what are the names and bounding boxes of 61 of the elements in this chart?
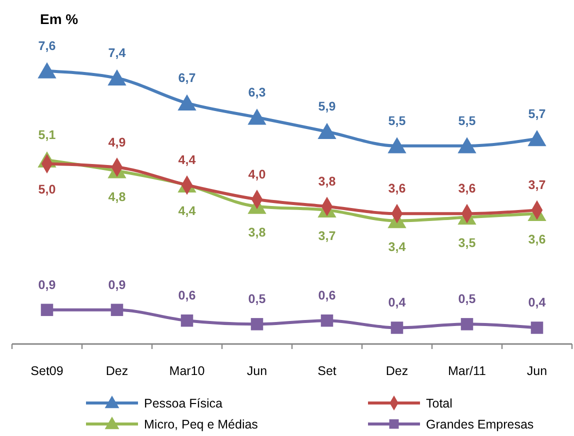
data-label: 0,5: [458, 292, 476, 306]
x-tick-label: Jun: [246, 364, 268, 378]
point: [110, 304, 124, 316]
x-tick-label: Mar10: [169, 364, 205, 378]
chart-title: Em %: [40, 11, 79, 27]
data-label: 5,5: [458, 114, 476, 128]
data-label: 3,6: [388, 182, 406, 196]
legend-label: Total: [426, 396, 452, 410]
x-tick-label: Dez: [386, 364, 408, 378]
point: [38, 62, 56, 78]
data-label: 3,5: [458, 236, 476, 250]
point: [250, 318, 264, 330]
x-tick-label: Set: [318, 364, 337, 378]
data-label: 7,6: [38, 39, 56, 53]
data-label: 0,4: [528, 296, 546, 310]
data-label: 3,7: [528, 178, 546, 192]
x-tick-label: Set09: [30, 364, 64, 378]
data-label: 5,9: [318, 100, 336, 114]
data-label: 3,7: [318, 229, 336, 244]
data-label: 0,9: [38, 278, 56, 292]
point: [178, 94, 196, 110]
point: [180, 314, 194, 327]
data-label: 5,0: [38, 182, 56, 197]
data-label: 5,7: [528, 106, 546, 121]
point: [320, 314, 334, 327]
data-label: 7,4: [108, 46, 126, 60]
data-label: 0,5: [248, 292, 266, 306]
x-tick-label: Jun: [526, 364, 548, 378]
point: [530, 322, 544, 334]
point: [108, 69, 126, 86]
x-tick-label: Mar/11: [448, 364, 486, 378]
legend-label: Pessoa Física: [144, 396, 223, 410]
point: [248, 108, 266, 125]
point: [528, 130, 546, 146]
data-label: 6,3: [248, 85, 266, 100]
data-label: 0,4: [388, 296, 406, 310]
legend-label: Micro, Peq e Médias: [144, 418, 258, 432]
point: [458, 137, 476, 154]
data-label: 3,6: [528, 232, 546, 247]
data-label: 4,4: [178, 153, 196, 168]
data-label: 5,1: [38, 128, 56, 142]
data-label: 4,9: [108, 135, 126, 150]
x-tick-label: Dez: [106, 364, 128, 378]
point: [318, 122, 336, 139]
point: [460, 318, 474, 330]
data-label: 4,4: [178, 204, 196, 218]
point: [388, 137, 406, 154]
point: [390, 322, 404, 334]
data-label: 4,8: [108, 190, 126, 204]
point: [40, 304, 54, 316]
data-label: 0,6: [318, 288, 336, 303]
data-label: 3,6: [458, 182, 476, 196]
legend-label: Grandes Empresas: [426, 418, 534, 432]
data-label: 4,0: [248, 167, 266, 182]
data-label: 3,8: [318, 174, 336, 188]
data-label: 3,4: [388, 240, 406, 254]
data-label: 5,5: [388, 114, 406, 128]
data-label: 0,6: [178, 288, 196, 303]
data-label: 3,8: [248, 226, 266, 240]
data-label: 6,7: [178, 71, 196, 86]
data-label: 0,9: [108, 278, 126, 292]
